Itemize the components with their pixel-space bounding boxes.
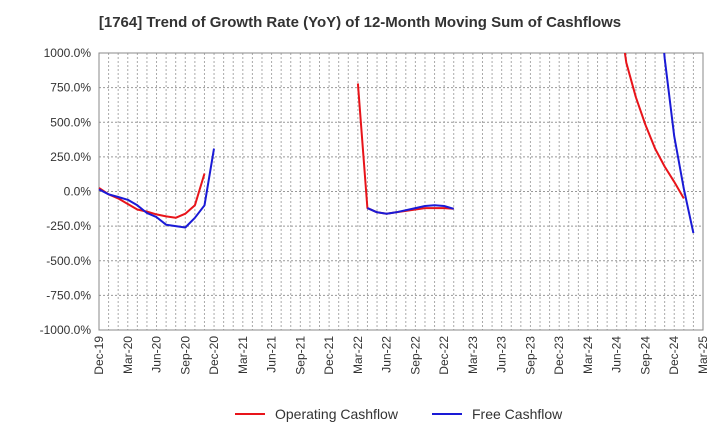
x-tick-label: Sep-20 [178,336,192,375]
x-tick-label: Dec-21 [322,336,336,375]
x-tick-label: Mar-20 [121,336,135,374]
x-tick-label: Mar-24 [581,336,595,374]
legend-free-cashflow-label: Free Cashflow [472,406,563,422]
x-tick-label: Dec-23 [552,336,566,375]
y-tick-label: -500.0% [46,254,91,268]
x-tick-label: Mar-25 [696,336,710,374]
x-tick-label: Mar-21 [236,336,250,374]
y-tick-label: 250.0% [50,150,91,164]
x-tick-label: Sep-21 [293,336,307,375]
x-axis-ticks: Dec-19 Mar-20 Jun-20 Sep-20 Dec-20 Mar-21 Jun-… [92,336,710,375]
free-cashflow-line [98,148,215,229]
x-tick-label: Jun-24 [610,336,624,373]
chart-title: [1764] Trend of Growth Rate (YoY) of 12-… [98,14,622,31]
x-tick-label: Jun-21 [265,336,279,373]
plot-frame [98,52,704,331]
operating-cashflow-line [623,52,685,199]
grid-lines [98,52,704,331]
x-tick-label: Dec-22 [437,336,451,375]
y-tick-label: 1000.0% [44,46,92,60]
y-axis-ticks: 1000.0% 750.0% 500.0% 250.0% 0.0% -250.0% -500… [40,46,92,337]
x-tick-label: Dec-20 [207,336,221,375]
legend-operating-cashflow-label: Operating Cashflow [275,406,399,422]
x-tick-label: Sep-24 [638,336,652,375]
x-tick-label: Jun-20 [150,336,164,373]
y-tick-label: -1000.0% [40,323,92,337]
x-tick-label: Mar-22 [351,336,365,374]
series-lines [98,52,695,234]
y-tick-label: -750.0% [46,288,91,302]
x-tick-label: Jun-23 [495,336,509,373]
y-tick-label: 0.0% [64,185,92,199]
y-tick-label: 750.0% [50,81,91,95]
x-tick-label: Mar-23 [466,336,480,374]
free-cashflow-line [663,52,695,234]
x-tick-label: Dec-19 [92,336,106,375]
y-tick-label: 500.0% [50,115,91,129]
legend: Operating Cashflow Free Cashflow [235,406,563,422]
x-tick-label: Sep-22 [408,336,422,375]
y-tick-label: -250.0% [46,219,91,233]
x-tick-label: Sep-23 [523,336,537,375]
x-tick-label: Dec-24 [667,336,681,375]
x-tick-label: Jun-22 [380,336,394,373]
free-cashflow-line [366,204,454,215]
operating-cashflow-line [98,173,206,219]
